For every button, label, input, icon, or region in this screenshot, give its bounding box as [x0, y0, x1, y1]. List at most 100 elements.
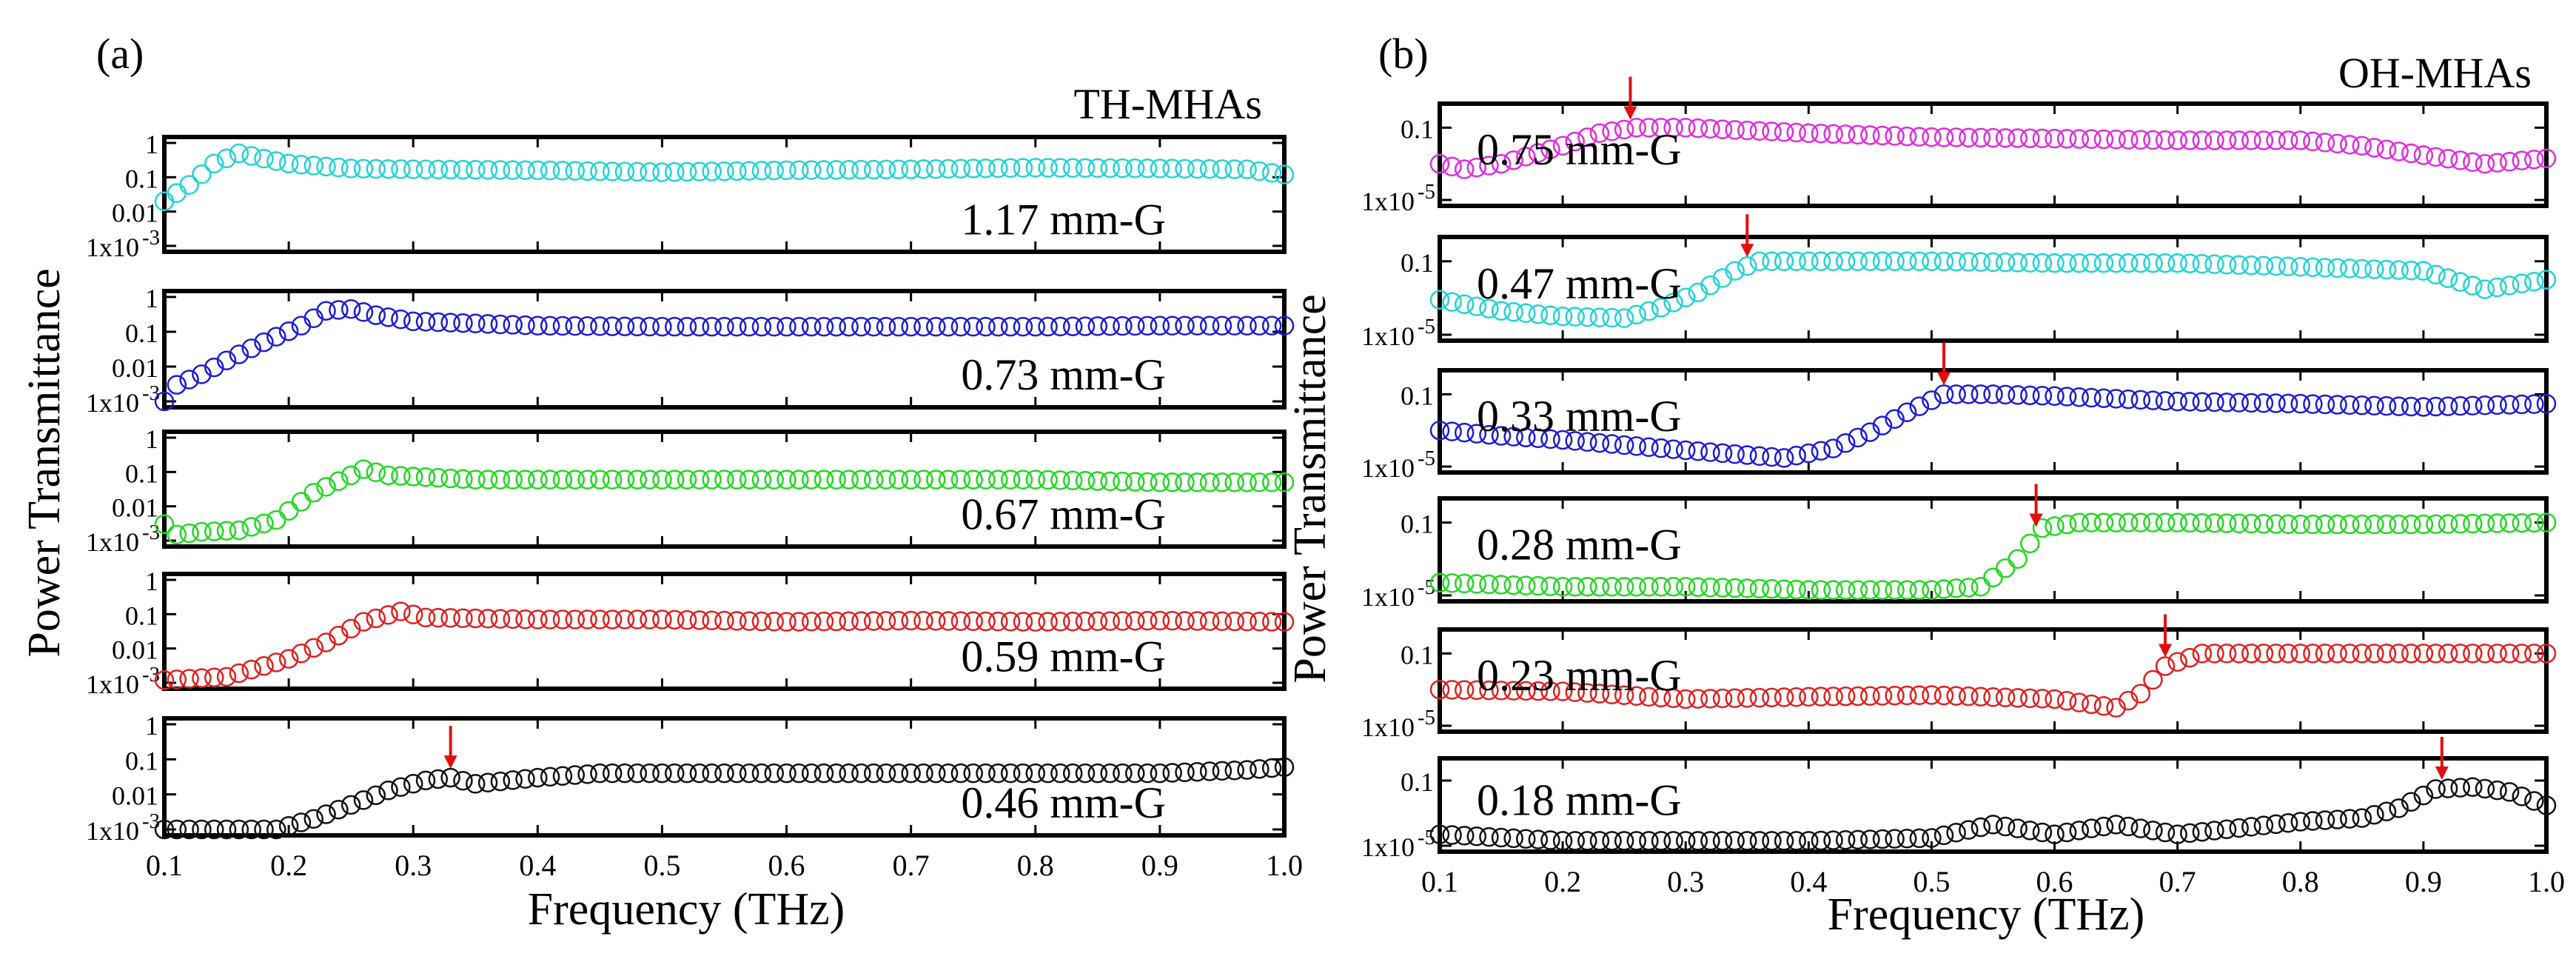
chart-a-ytick-label: 0.1: [125, 458, 158, 488]
chart-b-data-point: [2315, 644, 2335, 664]
chart-a-data-point: [876, 316, 896, 337]
chart-b-data-point: [1454, 826, 1475, 846]
chart-b-data-point: [2082, 818, 2102, 838]
chart-b-data-point: [1823, 580, 1843, 600]
chart-b-data-point: [2315, 394, 2335, 415]
chart-b-data-point: [2438, 778, 2458, 798]
chart-b-data-point: [1959, 252, 1979, 272]
chart-b-data-point: [1835, 251, 1856, 272]
chart-b-data-point: [1786, 445, 1806, 466]
chart-a-data-point: [428, 607, 449, 628]
chart-a-data-point: [241, 338, 261, 358]
chart-b-data-point: [1479, 298, 1499, 318]
chart-b-data-point: [2487, 513, 2507, 533]
chart-b-data-point: [1675, 287, 1696, 307]
chart-a-data-point: [751, 470, 772, 490]
chart-a-data-point: [1075, 611, 1096, 632]
chart-b-data-point: [2475, 279, 2495, 299]
chart-b-data-point: [2536, 270, 2557, 290]
chart-b-data-point: [2204, 254, 2224, 274]
chart-b-data-point: [2438, 644, 2458, 664]
chart-a-data-point: [938, 470, 959, 490]
chart-a-data-point: [1187, 158, 1207, 179]
chart-b-data-point: [2536, 512, 2557, 532]
chart-b-data-point: [2082, 694, 2102, 715]
chart-b-data-point: [1589, 684, 1610, 704]
chart-a-subplot-5: 1 0.1 0.01 1x10 -3 0.46 mm-G: [86, 711, 1295, 846]
chart-a-data-point: [627, 609, 648, 629]
chart-b-data-point: [2241, 513, 2261, 534]
chart-a-xtick-label: 0.8: [1017, 849, 1054, 882]
chart-a-data-point: [938, 611, 959, 631]
chart-a-data-point: [627, 763, 648, 784]
chart-a-data-point: [154, 819, 175, 840]
chart-b-data-point: [2315, 258, 2335, 278]
chart-a-data-point: [577, 470, 597, 490]
chart-a-data-point: [366, 158, 386, 179]
chart-b-data-point: [1712, 688, 1733, 709]
chart-b-data-point: [1786, 687, 1806, 707]
chart-b-data-point: [1823, 687, 1843, 707]
chart-b-data-point: [1565, 131, 1585, 152]
chart-a-data-point: [764, 612, 784, 632]
chart-a-data-point: [590, 609, 610, 629]
chart-b-data-point: [1995, 384, 2016, 405]
chart-a-data-point: [1137, 763, 1158, 784]
chart-a-data-point: [777, 763, 796, 784]
chart-a-ytick-label: 1: [145, 567, 158, 596]
chart-b-data-point: [2376, 644, 2397, 664]
chart-a-data-point: [1199, 472, 1220, 492]
chart-b-data-point: [2499, 395, 2520, 415]
chart-a-data-point: [1187, 315, 1207, 335]
chart-a-data-point: [204, 357, 224, 378]
chart-b-data-point: [2008, 688, 2027, 708]
chart-a-data-point: [1125, 763, 1145, 784]
chart-b-data-point: [1528, 428, 1549, 449]
chart-b-data-point: [1860, 686, 1880, 706]
chart-b-xtick-label: 0.7: [2159, 865, 2196, 898]
chart-b-data-point: [2290, 514, 2311, 535]
chart-a-data-point: [963, 316, 983, 337]
chart-b-data-point: [1995, 128, 2016, 148]
chart-a-ytick-label: 1: [145, 130, 158, 159]
chart-a-data-point: [863, 611, 884, 631]
chart-a-data-point: [751, 316, 772, 337]
chart-a-data-point: [714, 470, 734, 490]
chart-a-data-point: [1087, 158, 1108, 178]
chart-b-data-point: [2499, 275, 2520, 295]
chart-a-data-point: [1212, 761, 1232, 781]
chart-b-data-point: [1614, 685, 1634, 706]
chart-a-data-point: [764, 470, 784, 490]
chart-a-data-point: [1075, 158, 1096, 178]
chart-b-data-point: [2082, 253, 2102, 273]
chart-b-data-point: [1933, 251, 1954, 272]
chart-b-data-point: [2032, 689, 2053, 709]
chart-a-data-point: [1199, 611, 1220, 631]
chart-b-data-point: [1528, 575, 1549, 596]
chart-b-data-point: [1577, 432, 1597, 452]
chart-a-data-point: [1025, 158, 1046, 178]
chart-b-xtick-label: 0.2: [1544, 865, 1581, 898]
chart-b-data-point: [2192, 821, 2213, 842]
chart-b-data-point: [2524, 394, 2544, 414]
chart-b-data-point: [1626, 831, 1647, 851]
chart-b-data-point: [1959, 384, 1979, 404]
chart-b-data-point: [1516, 829, 1536, 849]
chart-b-xtick-label: 0.6: [2036, 865, 2073, 898]
chart-a-data-point: [789, 160, 809, 181]
chart-b-data-point: [1909, 396, 1930, 416]
chart-a-ytick-label: 1x10: [86, 816, 139, 846]
chart-a-data-point: [440, 313, 460, 333]
chart-b-data-point: [1885, 829, 1905, 849]
chart-b-data-point: [1737, 578, 1757, 598]
chart-a-data-point: [440, 159, 460, 180]
chart-b-data-point: [1589, 307, 1610, 327]
chart-a-data-point: [801, 316, 822, 337]
chart-b-data-point: [1885, 126, 1905, 146]
chart-b-data-point: [2167, 391, 2187, 412]
chart-b-ytick-label: 1x10: [1361, 321, 1415, 351]
chart-b-data-point: [1503, 828, 1523, 849]
chart-b-data-point: [2401, 143, 2421, 164]
chart-b-data-point: [1959, 578, 1979, 598]
chart-b-data-point: [2241, 393, 2261, 413]
